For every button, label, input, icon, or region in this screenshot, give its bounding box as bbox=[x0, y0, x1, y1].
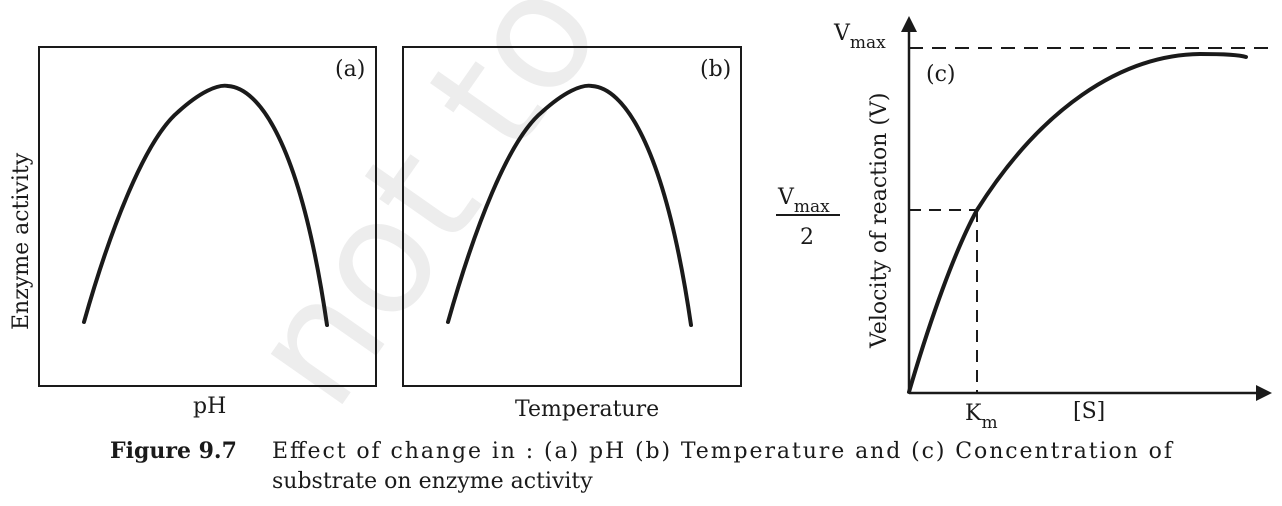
caption-line-2: substrate on enzyme activity bbox=[272, 469, 593, 494]
panel-a-frame bbox=[38, 46, 377, 387]
vmax-label: Vmax bbox=[833, 21, 886, 53]
half-vmax-denominator: 2 bbox=[800, 225, 814, 250]
vmax-sub: max bbox=[850, 33, 886, 53]
panel-b: (b) Temperature bbox=[402, 46, 742, 422]
km-main: K bbox=[965, 401, 982, 426]
panel-a-curve bbox=[82, 83, 329, 327]
half-vmax-numerator: Vmax bbox=[777, 185, 830, 217]
michaelis-menten-curve bbox=[907, 51, 1248, 394]
enzyme-activity-ylabel: Enzyme activity bbox=[9, 152, 34, 330]
panel-a: (a) pH bbox=[38, 46, 377, 419]
panel-b-xlabel: Temperature bbox=[515, 397, 659, 422]
panel-b-frame bbox=[402, 46, 742, 387]
half-vmax-num-main: V bbox=[777, 185, 795, 210]
caption-line-1: Effect of change in : (a) pH (b) Tempera… bbox=[272, 439, 1174, 464]
half-vmax-num-sub: max bbox=[794, 197, 830, 217]
substrate-xlabel: [S] bbox=[1073, 399, 1105, 424]
panel-c-x-arrow bbox=[1256, 385, 1272, 401]
velocity-ylabel: Velocity of reaction (V) bbox=[867, 93, 892, 349]
panel-b-tag: (b) bbox=[700, 57, 731, 82]
watermark-text: not to be bbox=[212, 0, 781, 438]
vmax-main: V bbox=[833, 21, 851, 46]
panel-c-tag: (c) bbox=[926, 62, 956, 87]
km-sub: m bbox=[981, 413, 997, 433]
panel-a-xlabel: pH bbox=[193, 394, 226, 419]
panel-b-curve bbox=[446, 83, 693, 327]
km-label: Km bbox=[965, 401, 998, 433]
panel-a-tag: (a) bbox=[335, 57, 365, 82]
caption-label: Figure 9.7 bbox=[110, 438, 237, 464]
panel-c-y-arrow bbox=[901, 16, 917, 32]
panel-c: (c) Vmax Vmax 2 Velocity of reaction (V)… bbox=[776, 16, 1275, 433]
